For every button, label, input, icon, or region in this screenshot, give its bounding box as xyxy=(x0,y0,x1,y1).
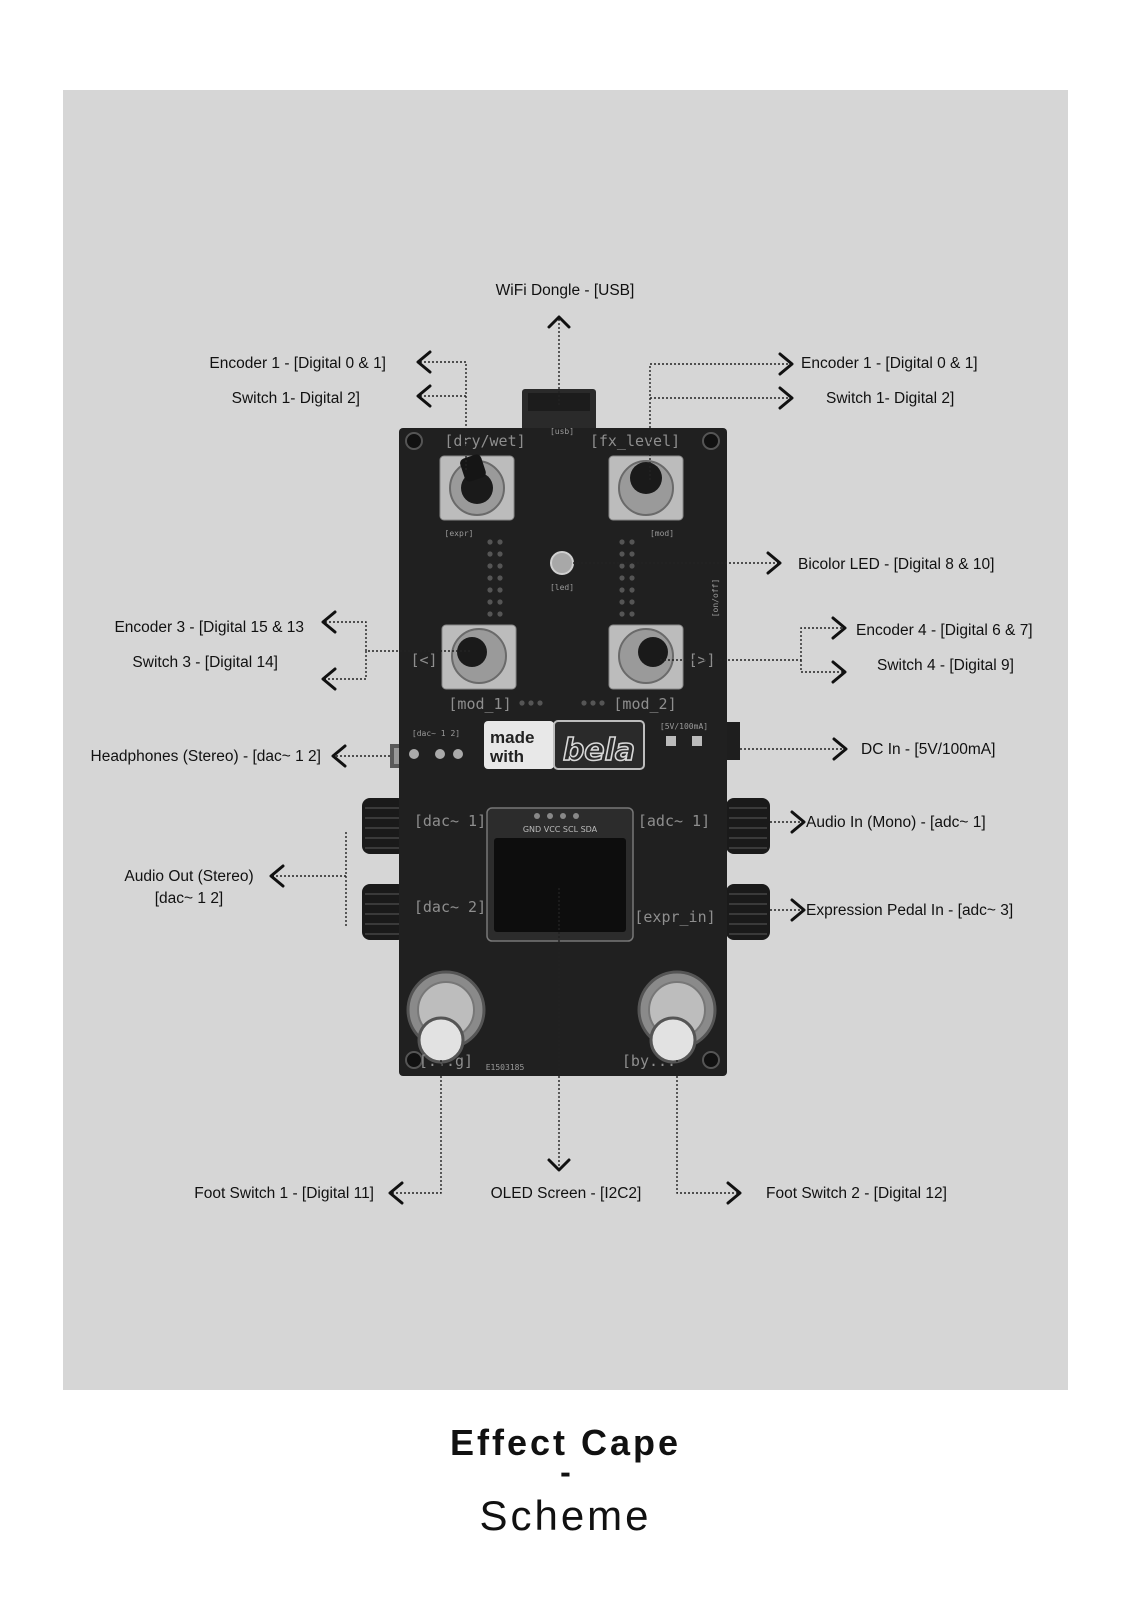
arrow-right-icon xyxy=(790,810,806,834)
arrow-right-icon xyxy=(726,1181,742,1205)
label-dc-in: DC In - [5V/100mA] xyxy=(861,741,995,758)
silk-expr: [expr] xyxy=(445,529,474,538)
arrow-right-icon xyxy=(778,386,794,410)
arrow-right-icon xyxy=(831,616,847,640)
arrow-right-icon xyxy=(831,660,847,684)
title-line-1: Effect Cape xyxy=(449,1422,682,1463)
silk-mod: [mod] xyxy=(650,529,674,538)
made-with-bela-logo: made with bela xyxy=(484,720,645,770)
silk-serial: E1503185 xyxy=(486,1063,525,1072)
silk-foot-right: [by... xyxy=(622,1052,676,1070)
label-switch-1-left: Switch 1- Digital 2] xyxy=(232,390,360,407)
arrow-right-icon xyxy=(778,352,794,376)
logo-bela-text: bela xyxy=(563,733,635,768)
silk-adc-1: [adc~ 1] xyxy=(638,812,710,830)
silk-expr-in: [expr_in] xyxy=(634,908,715,926)
silk-led: [led] xyxy=(550,583,574,592)
silk-usb: [usb] xyxy=(550,427,574,436)
label-encoder-4: Encoder 4 - [Digital 6 & 7] xyxy=(856,622,1033,639)
silk-dry-wet: [dry/wet] xyxy=(444,432,525,450)
label-encoder-1-left: Encoder 1 - [Digital 0 & 1] xyxy=(209,355,386,372)
arrow-right-icon xyxy=(766,551,782,575)
label-switch-1-right: Switch 1- Digital 2] xyxy=(826,390,954,407)
encoder-1 xyxy=(439,454,515,521)
label-audio-in: Audio In (Mono) - [adc~ 1] xyxy=(806,814,986,831)
label-audio-out-ports: [dac~ 1 2] xyxy=(155,890,224,907)
label-switch-4: Switch 4 - [Digital 9] xyxy=(877,657,1014,674)
label-oled-screen: OLED Screen - [I2C2] xyxy=(491,1185,642,1202)
arrow-left-icon xyxy=(321,667,337,691)
label-switch-3: Switch 3 - [Digital 14] xyxy=(132,654,278,671)
silk-dac-2: [dac~ 2] xyxy=(414,898,486,916)
pcb-board: made with bela GND VCC SCL SDA xyxy=(362,389,770,1076)
silk-on-off: [on/off] xyxy=(711,579,720,618)
silk-foot-left: [...g] xyxy=(419,1052,473,1070)
silk-dac-1-2: [dac~ 1 2] xyxy=(412,729,460,738)
encoder-3 xyxy=(441,624,517,690)
foot-switch-1 xyxy=(406,970,486,1064)
label-foot-switch-1: Foot Switch 1 - [Digital 11] xyxy=(194,1185,374,1202)
encoder-4 xyxy=(608,624,684,690)
arrow-left-icon xyxy=(388,1181,404,1205)
label-audio-out: Audio Out (Stereo) xyxy=(124,868,253,885)
logo-made-text: made xyxy=(490,728,534,747)
label-foot-switch-2: Foot Switch 2 - [Digital 12] xyxy=(766,1185,947,1202)
label-headphones: Headphones (Stereo) - [dac~ 1 2] xyxy=(91,748,322,765)
arrow-left-icon xyxy=(331,744,347,768)
audio-in-jack xyxy=(726,798,770,854)
audio-out-jack-1 xyxy=(362,798,406,854)
callout-labels: WiFi Dongle - [USB] Encoder 1 - [Digital… xyxy=(91,282,1033,1202)
arrow-up-icon xyxy=(547,315,571,329)
label-wifi-dongle: WiFi Dongle - [USB] xyxy=(496,282,635,299)
arrow-left-icon xyxy=(416,384,432,408)
silk-mod-1: [mod_1] xyxy=(448,695,511,713)
audio-out-jack-2 xyxy=(362,884,406,940)
encoder-2 xyxy=(608,455,684,521)
label-expression-pedal: Expression Pedal In - [adc~ 3] xyxy=(806,902,1013,919)
bicolor-led xyxy=(550,551,574,575)
silk-prev: [<] xyxy=(410,651,437,669)
silk-mod-2: [mod_2] xyxy=(613,695,676,713)
arrow-left-icon xyxy=(321,610,337,634)
foot-switch-2 xyxy=(637,970,717,1064)
leader-lines xyxy=(269,315,848,1205)
expression-pedal-jack xyxy=(726,884,770,940)
arrow-right-icon xyxy=(790,898,806,922)
arrow-down-icon xyxy=(547,1158,571,1172)
logo-with-text: with xyxy=(489,747,524,766)
oled-module: GND VCC SCL SDA xyxy=(486,807,634,942)
title-line-2: - xyxy=(560,1454,571,1490)
label-encoder-3: Encoder 3 - [Digital 15 & 13 xyxy=(114,619,304,636)
title-line-3: Scheme xyxy=(479,1492,652,1539)
oled-pin-labels: GND VCC SCL SDA xyxy=(523,825,598,834)
silk-power: [5V/100mA] xyxy=(660,722,708,731)
silk-dac-1: [dac~ 1] xyxy=(414,812,486,830)
silk-fx-level: [fx_level] xyxy=(590,432,680,450)
label-encoder-1-right: Encoder 1 - [Digital 0 & 1] xyxy=(801,355,978,372)
label-bicolor-led: Bicolor LED - [Digital 8 & 10] xyxy=(798,556,994,573)
arrow-right-icon xyxy=(832,737,848,761)
arrow-left-icon xyxy=(269,864,285,888)
arrow-left-icon xyxy=(416,350,432,374)
